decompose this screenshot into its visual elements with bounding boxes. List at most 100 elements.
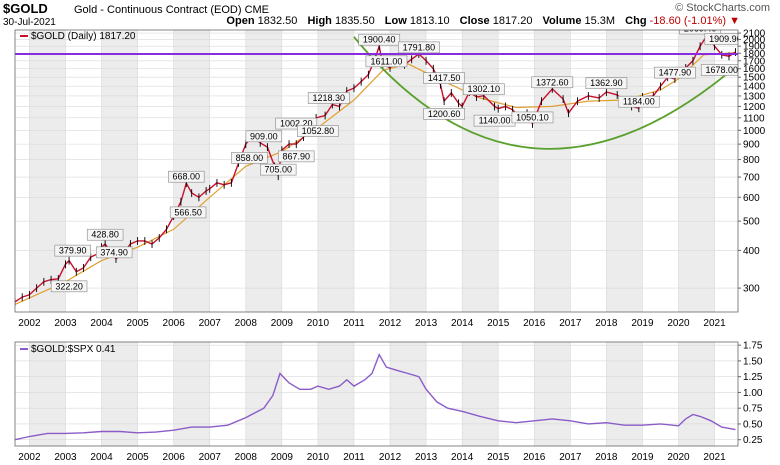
annotation-label: 1140.00 (479, 116, 511, 126)
price-annotation: 1218.30 (307, 92, 350, 104)
y-tick-label: 800 (743, 155, 760, 166)
price-annotation: 428.80 (86, 228, 124, 241)
y-tick-label: 600 (743, 193, 760, 204)
ratio-y-tick-label: 0.75 (743, 404, 763, 415)
y-tick-label: 1500 (743, 73, 766, 84)
annotation-label: 1477.90 (659, 68, 692, 78)
brand-logo: © StockCharts.com (675, 2, 770, 14)
ratio-x-tick-label: 2020 (667, 452, 690, 463)
symbol: $GOLD (3, 1, 48, 16)
ratio-x-tick-label: 2016 (523, 452, 546, 463)
year-band (317, 30, 354, 312)
x-tick-label: 2011 (343, 318, 365, 329)
ratio-x-tick-label: 2005 (126, 452, 149, 463)
annotation-label: 1218.30 (312, 93, 345, 103)
ratio-x-tick-label: 2002 (18, 452, 41, 463)
price-annotation: 374.90 (95, 246, 133, 259)
ratio-y-tick-label: 1.75 (743, 341, 763, 352)
panel-border-0 (14, 29, 739, 313)
year-band (606, 342, 643, 446)
annotation-label: 1900.40 (363, 35, 396, 45)
ratio-x-tick-label: 2010 (307, 452, 330, 463)
annotation-label: 1184.00 (623, 97, 655, 107)
price-annotation: 1184.00 (617, 95, 660, 108)
ratio-x-tick-label: 2013 (415, 452, 438, 463)
annotation-label: 428.80 (91, 230, 119, 240)
panel-border-1 (14, 341, 739, 447)
annotation-label: 1002.20 (280, 119, 313, 129)
price-annotation: 1900.40 (358, 33, 401, 46)
year-band (534, 30, 571, 312)
price-annotation: 379.90 (54, 244, 91, 257)
year-band (29, 30, 66, 312)
ratio-x-tick-label: 2017 (559, 452, 582, 463)
y-tick-label: 1700 (743, 56, 766, 67)
x-tick-label: 2003 (54, 318, 77, 329)
year-band (462, 30, 499, 312)
annotation-label: 566.50 (174, 207, 202, 217)
y-tick-label: 1100 (743, 113, 765, 124)
annotation-label: 1200.60 (428, 109, 461, 119)
price-annotation: 1200.60 (423, 108, 465, 120)
year-band (173, 342, 210, 446)
price-annotation: 1477.90 (654, 66, 696, 79)
annotation-label: 1052.80 (302, 126, 335, 136)
y-tick-label: 900 (743, 140, 760, 151)
volume-value: 15.3M (584, 15, 616, 27)
x-tick-label: 2010 (307, 318, 330, 329)
ratio-x-tick-label: 2007 (199, 452, 222, 463)
year-band (101, 342, 138, 446)
ratio-line (15, 352, 736, 441)
annotation-label: 322.20 (55, 281, 83, 291)
ratio-y-tick-label: 1.50 (743, 356, 763, 367)
volume-label: Volume (542, 15, 582, 27)
price-annotation: 858.00 (231, 152, 268, 164)
y-tick-label: 300 (743, 284, 760, 295)
close-value: 1817.20 (492, 15, 533, 27)
ratio-x-tick-label: 2021 (703, 452, 726, 463)
ratio-x-tick-label: 2018 (595, 452, 618, 463)
annotation-label: 1678.00 (705, 65, 738, 75)
x-tick-label: 2020 (667, 318, 690, 329)
price-annotation: 909.00 (245, 130, 283, 143)
y-tick-label: 500 (743, 217, 760, 228)
annotation-label: 379.90 (59, 246, 87, 256)
x-tick-label: 2005 (126, 318, 149, 329)
open-label: Open (226, 15, 255, 27)
x-tick-label: 2015 (487, 318, 510, 329)
ratio-x-tick-label: 2004 (90, 452, 113, 463)
price-annotation: 1052.80 (297, 125, 339, 137)
ratio-y-tick-label: 1.00 (743, 388, 763, 399)
annotation-label: 2069.40 (684, 24, 717, 34)
ratio-legend: $GOLD:$SPX 0.41 (20, 344, 116, 355)
price-annotation: 1909.90 (704, 33, 738, 45)
year-band (390, 342, 427, 446)
price-annotation: 1372.60 (531, 76, 574, 89)
x-tick-label: 2019 (631, 318, 654, 329)
x-tick-label: 2004 (90, 318, 113, 329)
price-annotation: 1140.00 (473, 114, 516, 127)
chart-header: $GOLD Gold - Continuous Contract (EOD) C… (0, 0, 780, 28)
chg-label: Chg (625, 15, 647, 27)
price-annotation: 1678.00 (700, 64, 738, 76)
x-tick-label: 2007 (199, 318, 222, 329)
close-label: Close (459, 15, 490, 27)
price-annotation: 1302.10 (462, 83, 505, 96)
high-label: High (307, 15, 332, 27)
price-annotation: 1050.10 (511, 111, 554, 124)
year-band (462, 342, 499, 446)
annotation-label: 1417.50 (428, 73, 461, 83)
x-tick-label: 2002 (18, 318, 41, 329)
chg-value: -18.60 (-1.01%) (649, 15, 727, 27)
annotation-label: 909.00 (250, 131, 278, 141)
x-tick-label: 2014 (451, 318, 474, 329)
x-tick-label: 2012 (379, 318, 402, 329)
exchange: CME (244, 4, 270, 16)
ratio-x-tick-label: 2019 (631, 452, 654, 463)
y-tick-label: 700 (743, 173, 760, 184)
ratio-x-tick-label: 2014 (451, 452, 474, 463)
y-tick-label: 1900 (743, 42, 766, 53)
price-annotation: 322.20 (50, 280, 88, 293)
price-annotation: 867.90 (278, 150, 315, 163)
